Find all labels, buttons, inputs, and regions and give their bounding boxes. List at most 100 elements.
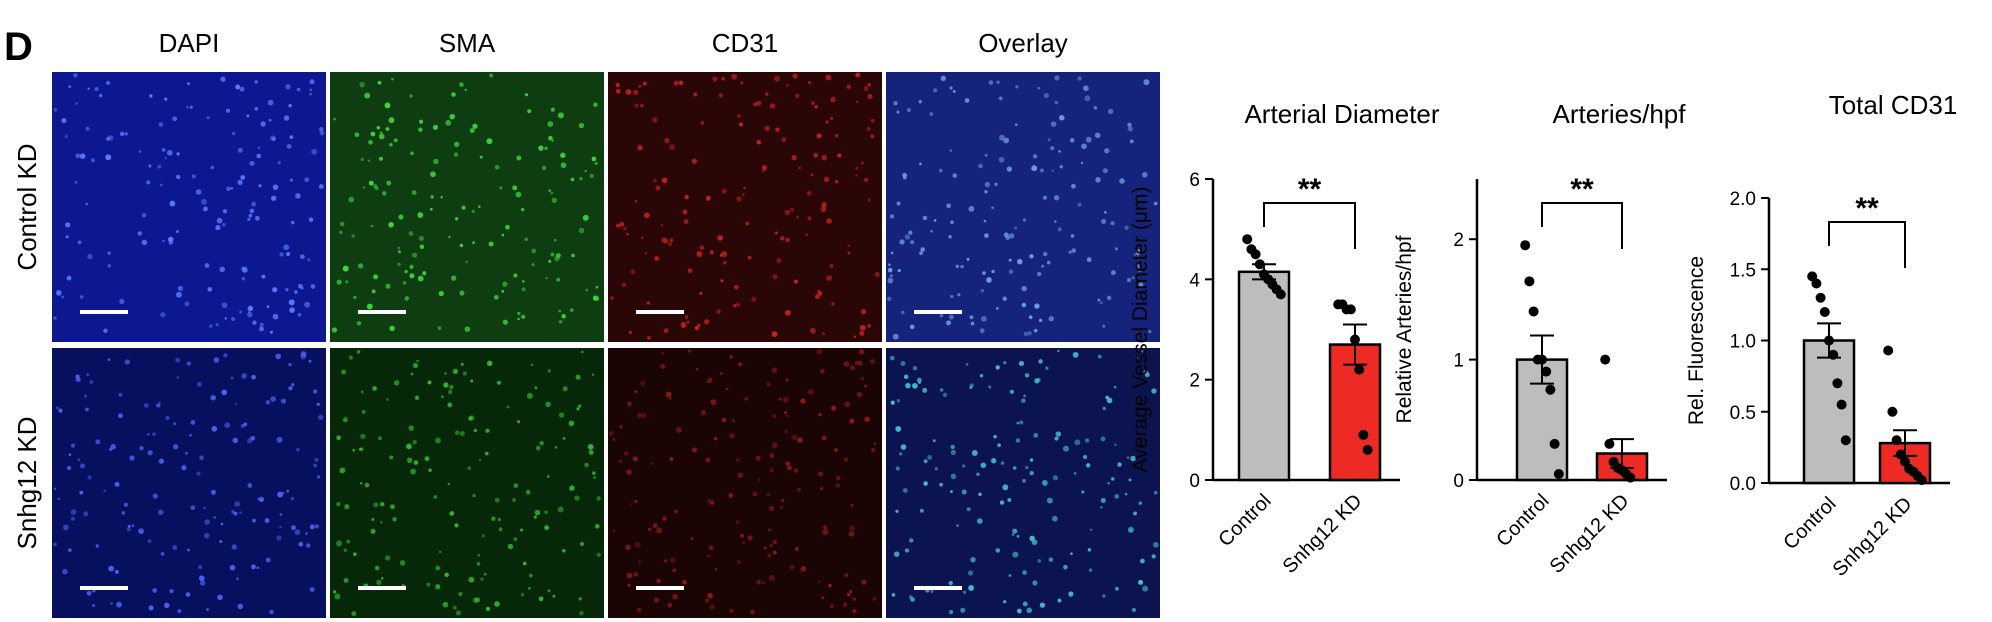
cell — [141, 239, 148, 246]
cell — [793, 279, 798, 284]
cell — [1127, 126, 1134, 132]
cell — [92, 604, 95, 607]
cell — [813, 152, 819, 158]
cell — [856, 391, 863, 398]
cell — [464, 326, 471, 332]
cell — [77, 240, 82, 245]
cell — [202, 206, 209, 212]
cell — [950, 490, 953, 493]
cell — [736, 113, 741, 118]
cell — [75, 374, 80, 379]
cell — [1114, 247, 1119, 251]
cell — [416, 359, 419, 363]
cell — [316, 402, 320, 407]
cell — [99, 93, 103, 98]
cell — [779, 505, 784, 510]
cell — [1138, 579, 1144, 585]
cell — [797, 487, 801, 492]
cell — [252, 320, 257, 325]
cell — [501, 289, 505, 293]
cell — [462, 371, 467, 376]
cell — [233, 511, 238, 516]
cell — [995, 548, 1001, 553]
column-header: SMA — [439, 28, 496, 58]
cell — [923, 459, 928, 464]
cell — [594, 524, 600, 529]
cell — [571, 253, 575, 258]
cell — [979, 328, 985, 334]
cell — [551, 197, 558, 204]
cell — [237, 147, 243, 153]
cell — [585, 288, 589, 292]
cell — [269, 330, 273, 334]
cell — [410, 468, 416, 475]
cell — [382, 191, 387, 196]
cell — [1097, 354, 1102, 359]
cell — [1034, 303, 1040, 309]
cell — [888, 263, 891, 266]
cell — [578, 597, 583, 601]
cell — [640, 103, 644, 108]
cell — [224, 422, 231, 429]
cell — [747, 535, 753, 541]
cell — [634, 499, 638, 504]
cell — [721, 417, 727, 423]
cell — [1059, 165, 1063, 169]
cell — [772, 539, 778, 545]
cell — [512, 498, 517, 502]
cell — [465, 260, 469, 263]
cell — [1057, 349, 1060, 353]
cell — [858, 349, 865, 355]
cell — [317, 414, 324, 421]
cell — [1029, 470, 1034, 476]
cell — [991, 269, 995, 274]
cell — [61, 295, 64, 299]
cell — [199, 580, 206, 586]
cell — [588, 449, 594, 455]
cell — [426, 582, 431, 587]
cell — [548, 259, 552, 264]
cell — [110, 443, 116, 450]
cell — [279, 513, 283, 516]
cell — [984, 190, 988, 194]
y-tick-label: 4 — [1189, 270, 1200, 291]
cell — [86, 373, 90, 376]
cell — [910, 240, 915, 245]
cell — [952, 173, 958, 178]
cell — [1009, 389, 1014, 394]
cell — [62, 568, 68, 575]
cell — [1055, 431, 1062, 437]
cell — [1072, 352, 1079, 358]
cell — [629, 503, 633, 506]
cell — [823, 176, 830, 183]
cell — [265, 557, 271, 563]
cell — [1143, 79, 1150, 86]
cell — [582, 214, 589, 221]
cell — [215, 225, 221, 231]
cell — [738, 362, 743, 367]
cell — [731, 73, 738, 80]
cell — [891, 592, 896, 597]
data-point — [1354, 364, 1365, 375]
cell — [406, 443, 412, 450]
cell — [460, 362, 464, 366]
cell — [780, 236, 785, 241]
cell — [787, 310, 791, 314]
cell — [996, 80, 1000, 84]
cell — [1093, 106, 1098, 110]
cell — [232, 437, 239, 444]
cell — [129, 455, 135, 461]
cell — [982, 271, 986, 275]
cell — [433, 495, 438, 499]
cell — [988, 385, 992, 389]
cell — [637, 144, 643, 151]
cell — [670, 557, 676, 563]
cell — [201, 198, 208, 205]
cell — [653, 178, 657, 183]
cell — [860, 308, 867, 315]
cell — [774, 75, 780, 82]
cell — [970, 556, 976, 563]
cell — [1138, 501, 1143, 505]
cell — [435, 565, 441, 571]
data-point — [1891, 435, 1902, 446]
